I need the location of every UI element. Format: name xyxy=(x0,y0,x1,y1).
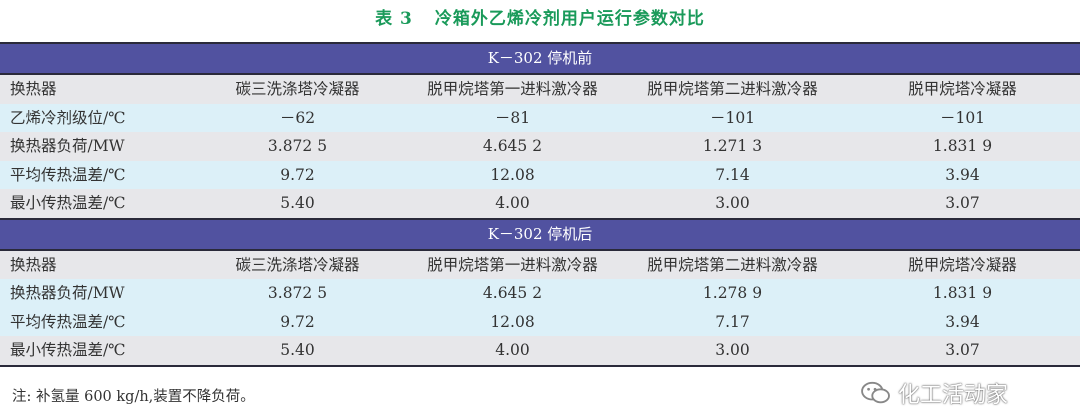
table-cell: 3.872 5 xyxy=(267,284,328,302)
table-cell: 3.07 xyxy=(945,341,980,359)
table-cell: 1.831 9 xyxy=(932,284,993,302)
row-label: 平均传热温差/℃ xyxy=(10,165,126,184)
row-label: 最小传热温差/℃ xyxy=(10,194,126,212)
table-cell: －101 xyxy=(939,108,986,127)
table-cell: 脱甲烷塔第二进料激冷器 xyxy=(647,80,818,98)
table-cell: 3.07 xyxy=(945,194,980,212)
table-cell: 1.271 3 xyxy=(702,137,763,155)
row-label: 乙烯冷剂级位/℃ xyxy=(10,108,126,127)
table-header-row: 换热器 碳三洗涤塔冷凝器 脱甲烷塔第一进料激冷器 脱甲烷塔第二进料激冷器 脱甲烷塔冷凝器 xyxy=(0,75,1080,104)
table-cell: 7.14 xyxy=(715,165,750,184)
table-cell: 4.645 2 xyxy=(482,284,543,302)
table-cell: 12.08 xyxy=(490,312,535,331)
table-row: 最小传热温差/℃ 5.40 4.00 3.00 3.07 xyxy=(0,189,1080,218)
row-label: 换热器负荷/MW xyxy=(10,284,125,302)
table-row: 换热器负荷/MW 3.872 5 4.645 2 1.278 9 1.831 9 xyxy=(0,279,1080,308)
table-note: 注: 补氢量 600 kg/h,装置不降负荷。 xyxy=(12,389,255,405)
table-number: 表 3 xyxy=(375,9,413,29)
table-caption: 冷箱外乙烯冷剂用户运行参数对比 xyxy=(434,9,705,29)
table-cell: 1.278 9 xyxy=(702,284,763,302)
table-cell: 7.17 xyxy=(715,312,750,331)
row-label: 最小传热温差/℃ xyxy=(10,341,126,359)
section-header-after: K－302 停机后 xyxy=(0,217,1080,251)
table-cell: 5.40 xyxy=(280,194,315,212)
table-cell: 3.00 xyxy=(715,341,750,359)
section-before-rows: 换热器 碳三洗涤塔冷凝器 脱甲烷塔第一进料激冷器 脱甲烷塔第二进料激冷器 脱甲烷塔冷凝器… xyxy=(0,75,1080,218)
table-row: 最小传热温差/℃ 5.40 4.00 3.00 3.07 xyxy=(0,336,1080,365)
table-cell: 脱甲烷塔第二进料激冷器 xyxy=(647,255,818,274)
table-header-row: 换热器 碳三洗涤塔冷凝器 脱甲烷塔第一进料激冷器 脱甲烷塔第二进料激冷器 脱甲烷塔冷凝器 xyxy=(0,250,1080,279)
table-cell: 脱甲烷塔冷凝器 xyxy=(908,80,1017,98)
table-cell: －62 xyxy=(279,108,316,127)
table-cell: 脱甲烷塔第一进料激冷器 xyxy=(427,80,598,98)
table-cell: 3.94 xyxy=(945,312,980,331)
row-label: 换热器 xyxy=(10,80,57,98)
table-row: 乙烯冷剂级位/℃ －62 －81 －101 －101 xyxy=(0,103,1080,132)
table-title: 表 3 冷箱外乙烯冷剂用户运行参数对比 xyxy=(0,4,1080,29)
section-after-rows: 换热器 碳三洗涤塔冷凝器 脱甲烷塔第一进料激冷器 脱甲烷塔第二进料激冷器 脱甲烷塔冷凝器… xyxy=(0,250,1080,365)
wechat-icon xyxy=(861,381,890,404)
table-row: 平均传热温差/℃ 9.72 12.08 7.17 3.94 xyxy=(0,307,1080,336)
table-cell: 4.00 xyxy=(495,194,530,212)
row-label: 换热器负荷/MW xyxy=(10,137,125,155)
table-cell: 3.94 xyxy=(945,165,980,184)
watermark-logo: 化工活动家 xyxy=(860,378,1008,408)
table-cell: 3.872 5 xyxy=(267,137,328,155)
row-label: 平均传热温差/℃ xyxy=(10,312,126,331)
table-cell: 12.08 xyxy=(490,165,535,184)
table-cell: 碳三洗涤塔冷凝器 xyxy=(235,255,360,274)
table-row: 换热器负荷/MW 3.872 5 4.645 2 1.271 3 1.831 9 xyxy=(0,132,1080,161)
table-cell: －81 xyxy=(494,108,531,127)
table-row: 平均传热温差/℃ 9.72 12.08 7.14 3.94 xyxy=(0,160,1080,189)
comparison-table: K－302 停机前 换热器 碳三洗涤塔冷凝器 脱甲烷塔第一进料激冷器 脱甲烷塔第二进料… xyxy=(0,42,1080,367)
table-cell: 脱甲烷塔冷凝器 xyxy=(908,255,1017,274)
watermark-text: 化工活动家 xyxy=(898,383,1009,408)
section-header-before: K－302 停机前 xyxy=(0,44,1080,75)
table-cell: －101 xyxy=(709,108,756,127)
table-cell: 4.00 xyxy=(495,341,530,359)
table-cell: 3.00 xyxy=(715,194,750,212)
table-cell: 脱甲烷塔第一进料激冷器 xyxy=(427,255,598,274)
table-cell: 5.40 xyxy=(280,341,315,359)
table-cell: 9.72 xyxy=(280,312,315,331)
table-cell: 4.645 2 xyxy=(482,137,543,155)
row-label: 换热器 xyxy=(10,255,57,274)
table-cell: 1.831 9 xyxy=(932,137,993,155)
table-cell: 9.72 xyxy=(280,165,315,184)
table-cell: 碳三洗涤塔冷凝器 xyxy=(235,80,360,98)
